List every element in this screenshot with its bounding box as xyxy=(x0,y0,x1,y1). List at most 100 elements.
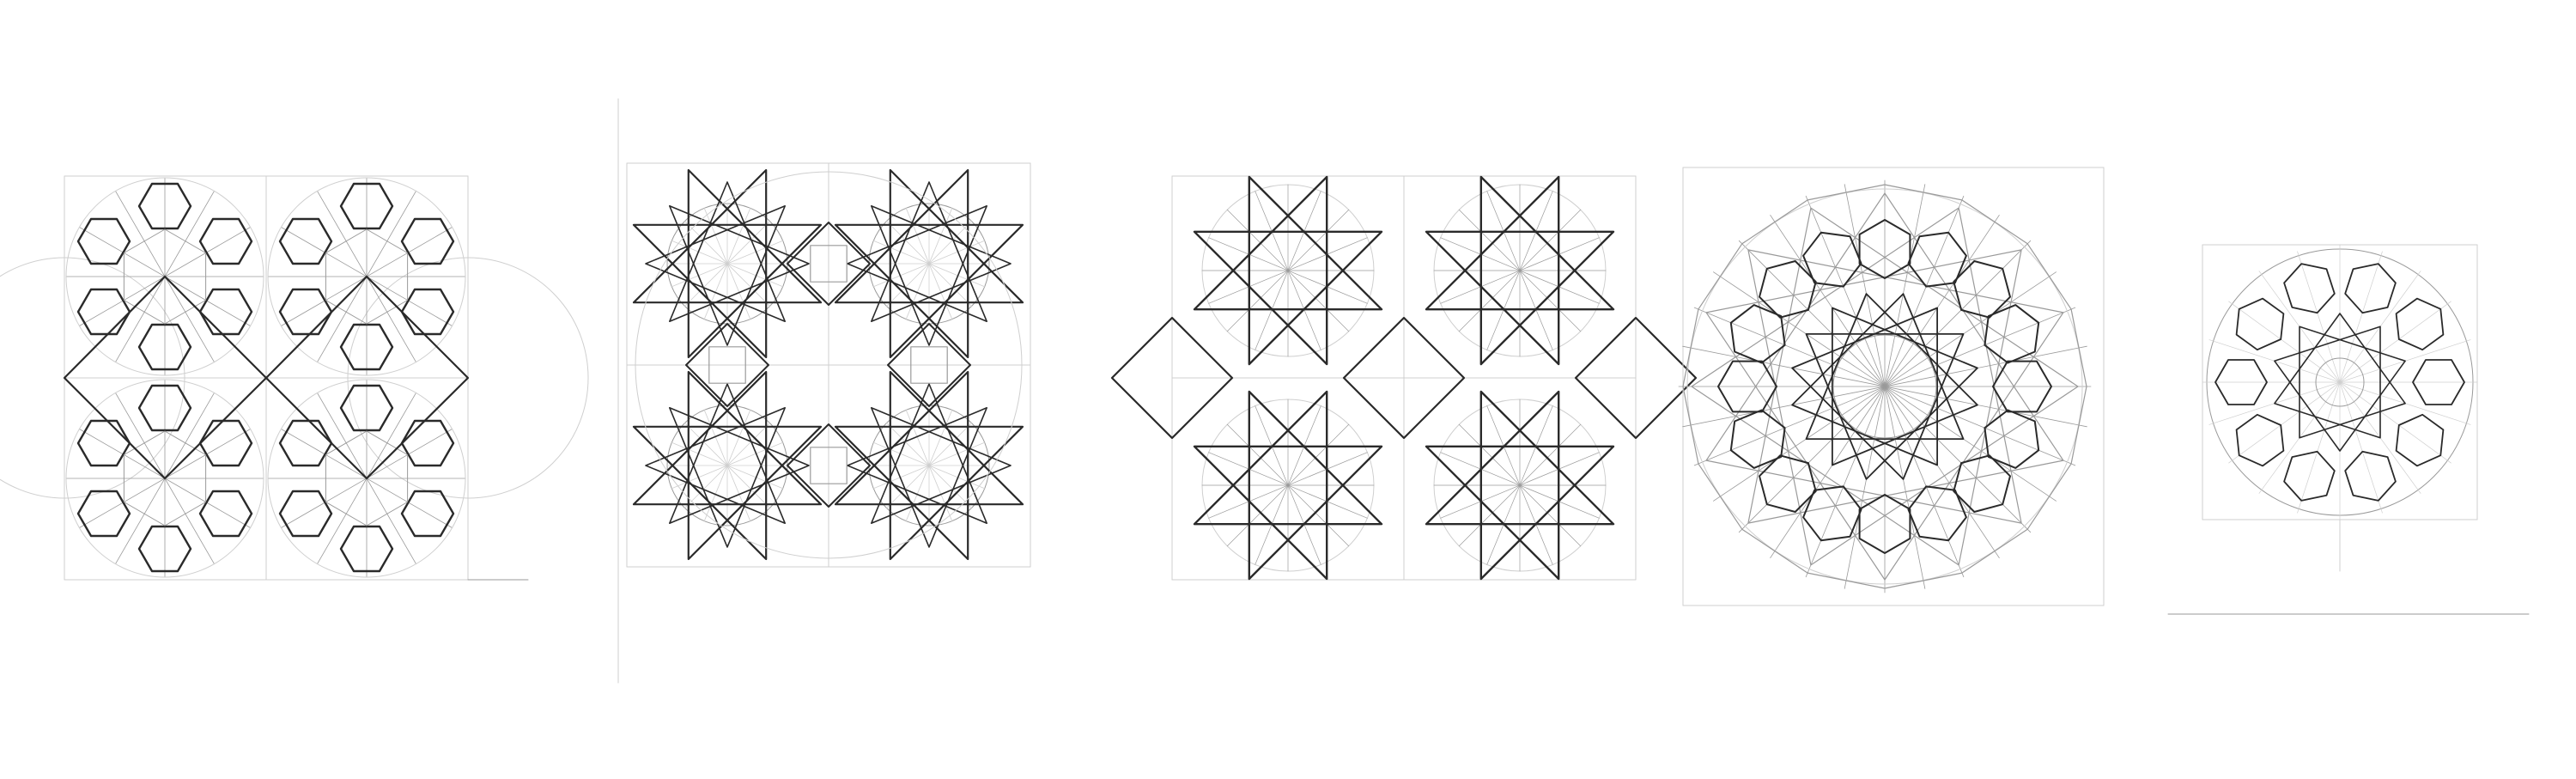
petal-hexagon xyxy=(1953,260,2011,319)
petal-hexagon xyxy=(1729,304,1786,364)
hexagon-tile xyxy=(339,525,394,573)
cross-star xyxy=(1574,316,1698,440)
hexagon-tile xyxy=(198,490,253,538)
diamond-link xyxy=(264,275,470,480)
eight-point-star-sketch xyxy=(1110,167,1698,606)
hexagon-interlace-drawing xyxy=(0,175,589,581)
diamond-knot xyxy=(787,423,871,508)
inner-hexagon xyxy=(123,430,207,526)
rosette-hexagon xyxy=(2395,297,2445,351)
construction-spoke xyxy=(1440,452,1600,519)
hexagon-tile xyxy=(137,525,192,573)
hexagon-tile xyxy=(278,490,333,538)
hexagon-tile xyxy=(278,419,333,467)
cross-star xyxy=(1342,316,1466,440)
center-circle xyxy=(1832,334,1937,439)
guide-circle xyxy=(267,379,466,578)
hexagon-tile xyxy=(76,217,131,265)
diamond-knot xyxy=(787,222,871,306)
guide-circle xyxy=(347,257,589,499)
rosette-hexagon xyxy=(2412,359,2465,405)
interlace-star xyxy=(632,370,823,561)
rosette-hexagon xyxy=(2235,297,2285,351)
interlace-star xyxy=(645,383,810,548)
petal-hexagon xyxy=(1759,260,1817,319)
guide-circle xyxy=(635,171,1023,559)
petal-hexagon xyxy=(1729,409,1786,469)
petal-hexagon xyxy=(1992,360,2052,413)
inner-hexagon xyxy=(325,228,409,325)
guide-circle xyxy=(267,177,466,376)
diamond-knot xyxy=(910,346,948,384)
hexagon-tile xyxy=(400,217,455,265)
construction-spoke xyxy=(1682,345,2087,428)
construction-spoke xyxy=(671,240,784,288)
petal-hexagon xyxy=(1759,454,1817,513)
petal-hexagon xyxy=(1953,454,2011,513)
hexagon-tile xyxy=(76,419,131,467)
inner-hexagon xyxy=(325,430,409,526)
diamond-knot xyxy=(887,323,971,407)
hexagon-tile xyxy=(278,217,333,265)
interlace-star xyxy=(645,181,810,346)
rosette-hexagon xyxy=(2344,450,2397,502)
diamond-knot xyxy=(708,346,746,384)
construction-spoke xyxy=(671,441,784,490)
construction-spoke xyxy=(2208,339,2471,425)
construction-spoke xyxy=(1208,237,1368,304)
eight-point-star xyxy=(1425,390,1615,581)
construction-spoke xyxy=(1440,237,1600,304)
radial-rosette-sketch xyxy=(1674,167,2112,614)
diamond-knot xyxy=(810,245,848,283)
hexagon-tile xyxy=(339,323,394,371)
hexagon-tile xyxy=(278,288,333,336)
petal-hexagon xyxy=(1802,485,1862,542)
interlace-star xyxy=(847,383,1012,548)
petal-hexagon xyxy=(1984,304,2040,364)
hexagon-tile xyxy=(400,490,455,538)
hexagon-tile xyxy=(76,490,131,538)
hexagon-tile xyxy=(137,182,192,230)
rosette-hexagon xyxy=(2215,359,2268,405)
inner-hexagon xyxy=(123,228,207,325)
radial-rosette-drawing xyxy=(1678,167,2105,606)
petal-hexagon xyxy=(1907,231,1967,288)
petal-hexagon xyxy=(1907,485,1967,542)
small-rosette-drawing xyxy=(2167,244,2530,615)
petal-hexagon xyxy=(1858,219,1911,279)
construction-spoke xyxy=(1208,452,1368,519)
construction-spoke xyxy=(872,441,986,490)
cross-star xyxy=(1110,316,1234,440)
petal-hexagon xyxy=(1802,231,1862,288)
rosette-hexagon xyxy=(2235,413,2285,467)
rosette-hexagon xyxy=(2283,450,2336,502)
small-rosette-sketch xyxy=(2167,167,2537,627)
hexagon-interlace-sketch xyxy=(0,167,589,597)
petal-hexagon xyxy=(1984,409,2040,469)
interlace-star xyxy=(834,370,1024,561)
guide-circle xyxy=(65,379,264,578)
rosette-hexagon xyxy=(2283,263,2336,314)
diamond-knot xyxy=(810,447,848,484)
interlace-star xyxy=(847,181,1012,346)
guide-circle xyxy=(0,257,185,499)
rosette-hexagon xyxy=(2344,263,2397,314)
eight-point-star-drawing xyxy=(1110,175,1698,581)
hexagon-tile xyxy=(339,384,394,432)
hexagon-tile xyxy=(76,288,131,336)
hexagon-tile xyxy=(198,217,253,265)
center-circle xyxy=(2315,357,2365,407)
outer-polygon xyxy=(1682,184,2087,589)
guide-circle xyxy=(65,177,264,376)
eight-point-star xyxy=(1193,390,1383,581)
inner-star xyxy=(1791,293,1978,480)
eight-point-star xyxy=(1193,175,1383,366)
rosette-hexagon xyxy=(2395,413,2445,467)
eight-point-star xyxy=(1425,175,1615,366)
hexagon-tile xyxy=(137,384,192,432)
hexagon-tile xyxy=(339,182,394,230)
petal-hexagon xyxy=(1717,360,1777,413)
construction-spoke xyxy=(872,240,986,288)
diamond-knot xyxy=(685,323,769,407)
